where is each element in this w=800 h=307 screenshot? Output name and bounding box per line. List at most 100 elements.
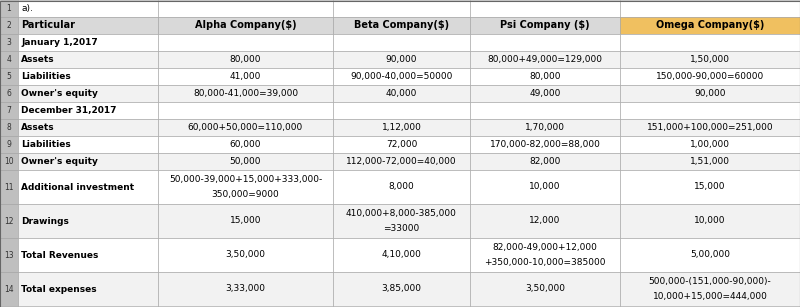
Bar [333, 238, 470, 272]
Bar [18, 51, 158, 68]
Bar [18, 170, 158, 204]
Text: Total expenses: Total expenses [21, 285, 97, 293]
Text: 6: 6 [6, 89, 11, 98]
Text: 151,000+100,000=251,000: 151,000+100,000=251,000 [646, 123, 774, 132]
Text: 80,000: 80,000 [530, 72, 561, 81]
Text: 15,000: 15,000 [694, 182, 726, 192]
Bar [18, 17, 158, 34]
Bar [620, 34, 800, 51]
Bar [470, 119, 620, 136]
Bar [620, 136, 800, 153]
Bar [0, 68, 18, 85]
Text: 50,000: 50,000 [230, 157, 262, 166]
Text: 3,85,000: 3,85,000 [382, 285, 422, 293]
Text: 82,000: 82,000 [530, 157, 561, 166]
Bar [470, 34, 620, 51]
Text: Omega Company($): Omega Company($) [656, 21, 764, 30]
Text: 1: 1 [6, 4, 11, 13]
Text: 49,000: 49,000 [530, 89, 561, 98]
Text: 9: 9 [6, 140, 11, 149]
Text: 12: 12 [4, 216, 14, 226]
Text: 10,000+15,000=444,000: 10,000+15,000=444,000 [653, 292, 767, 301]
Text: 5: 5 [6, 72, 11, 81]
Bar [333, 119, 470, 136]
Bar [333, 17, 470, 34]
Text: 350,000=9000: 350,000=9000 [212, 190, 279, 199]
Bar [620, 68, 800, 85]
Bar [620, 153, 800, 170]
Bar [333, 102, 470, 119]
Bar [0, 119, 18, 136]
Text: 82,000-49,000+12,000: 82,000-49,000+12,000 [493, 243, 598, 252]
Bar [470, 238, 620, 272]
Text: 12,000: 12,000 [530, 216, 561, 226]
Bar [18, 153, 158, 170]
Text: a).: a). [21, 4, 33, 13]
Text: 13: 13 [4, 251, 14, 259]
Bar [620, 85, 800, 102]
Text: 112,000-72,000=40,000: 112,000-72,000=40,000 [346, 157, 457, 166]
Text: Liabilities: Liabilities [21, 140, 70, 149]
Text: 10,000: 10,000 [530, 182, 561, 192]
Text: 90,000: 90,000 [694, 89, 726, 98]
Text: 3: 3 [6, 38, 11, 47]
Bar [0, 272, 18, 306]
Text: 72,000: 72,000 [386, 140, 417, 149]
Bar [18, 119, 158, 136]
Text: 14: 14 [4, 285, 14, 293]
Text: 1,12,000: 1,12,000 [382, 123, 422, 132]
Text: 1,70,000: 1,70,000 [525, 123, 565, 132]
Text: 80,000-41,000=39,000: 80,000-41,000=39,000 [193, 89, 298, 98]
Bar [158, 272, 333, 306]
Text: 11: 11 [4, 182, 14, 192]
Text: 80,000: 80,000 [230, 55, 262, 64]
Text: Assets: Assets [21, 123, 54, 132]
Bar [158, 119, 333, 136]
Bar [470, 153, 620, 170]
Bar [620, 51, 800, 68]
Bar [158, 153, 333, 170]
Bar [0, 204, 18, 238]
Bar [158, 136, 333, 153]
Bar [620, 17, 800, 34]
Bar [0, 136, 18, 153]
Bar [333, 68, 470, 85]
Bar [0, 51, 18, 68]
Text: Particular: Particular [21, 21, 75, 30]
Bar [333, 0, 470, 17]
Text: 90,000: 90,000 [386, 55, 418, 64]
Text: 3,50,000: 3,50,000 [226, 251, 266, 259]
Bar [470, 102, 620, 119]
Text: Additional investment: Additional investment [21, 182, 134, 192]
Bar [333, 136, 470, 153]
Bar [0, 170, 18, 204]
Text: 90,000-40,000=50000: 90,000-40,000=50000 [350, 72, 453, 81]
Text: 4,10,000: 4,10,000 [382, 251, 422, 259]
Bar [18, 272, 158, 306]
Text: 500,000-(151,000-90,000)-: 500,000-(151,000-90,000)- [649, 277, 771, 286]
Bar [333, 204, 470, 238]
Bar [470, 170, 620, 204]
Bar [18, 136, 158, 153]
Bar [18, 34, 158, 51]
Bar [0, 85, 18, 102]
Text: 2: 2 [6, 21, 11, 30]
Text: 1,51,000: 1,51,000 [690, 157, 730, 166]
Text: Beta Company($): Beta Company($) [354, 21, 449, 30]
Bar [0, 238, 18, 272]
Bar [470, 51, 620, 68]
Bar [158, 204, 333, 238]
Bar [470, 68, 620, 85]
Text: Alpha Company($): Alpha Company($) [194, 21, 296, 30]
Bar [0, 0, 18, 17]
Bar [18, 0, 158, 17]
Text: 170,000-82,000=88,000: 170,000-82,000=88,000 [490, 140, 601, 149]
Text: 50,000-39,000+15,000+333,000-: 50,000-39,000+15,000+333,000- [169, 175, 322, 184]
Text: 10: 10 [4, 157, 14, 166]
Bar [620, 0, 800, 17]
Bar [470, 17, 620, 34]
Bar [333, 85, 470, 102]
Bar [470, 0, 620, 17]
Bar [470, 272, 620, 306]
Text: Drawings: Drawings [21, 216, 69, 226]
